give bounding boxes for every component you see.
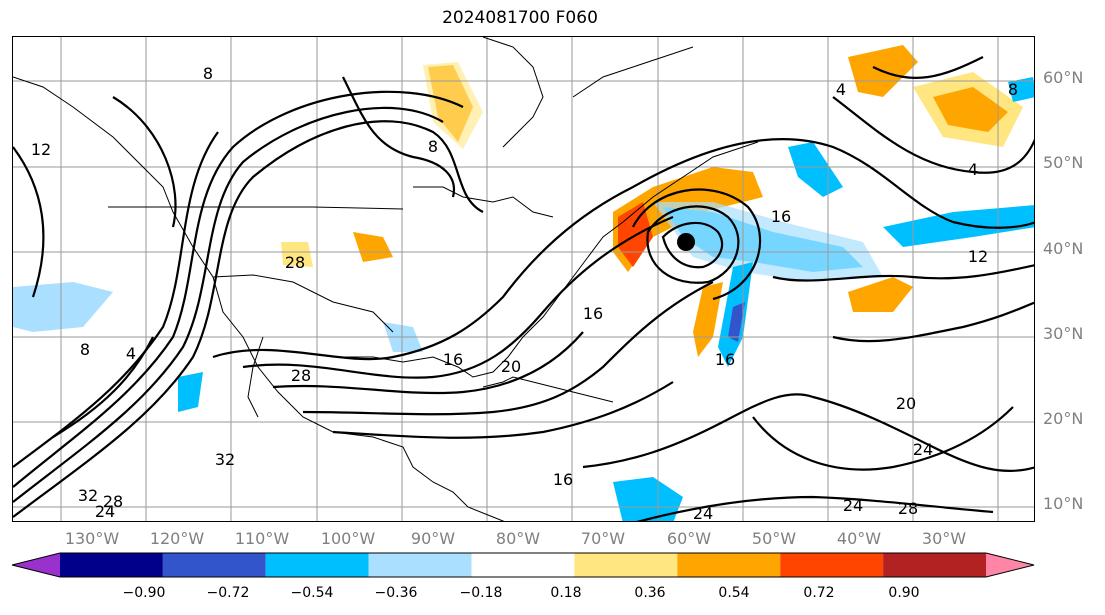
- colorbar-tick: 0.18: [550, 585, 581, 601]
- contour-label: 4: [836, 80, 846, 99]
- colorbar-tick: −0.90: [123, 585, 166, 601]
- shade-orange-plains: [353, 232, 393, 262]
- contour-label: 12: [31, 140, 51, 159]
- colorbar-segment: [472, 553, 575, 577]
- lon-label: 110°W: [235, 529, 289, 548]
- contour-label: 16: [583, 304, 603, 323]
- colorbar-segment: [986, 553, 1034, 577]
- colorbar-tick: 0.54: [718, 585, 749, 601]
- colorbar-tick: −0.36: [375, 585, 418, 601]
- lat-label: 20°N: [1043, 409, 1083, 428]
- colorbar-segment: [780, 553, 883, 577]
- lon-label: 120°W: [150, 529, 204, 548]
- contour-label: 32: [78, 486, 98, 505]
- shade-blue-pacific: [178, 372, 203, 412]
- lon-label: 80°W: [496, 529, 540, 548]
- contour-label: 8: [203, 64, 213, 83]
- colorbar-segment: [574, 553, 677, 577]
- map-canvas: 8 8 8 4 4 4 12 12 16 16 16 16 16 20 20 2…: [13, 37, 1035, 522]
- contour-label: 16: [443, 350, 463, 369]
- lon-label: 40°W: [837, 529, 881, 548]
- lat-label: 10°N: [1043, 494, 1083, 513]
- map-title: 2024081700 F060: [0, 8, 1040, 28]
- contour-label: 20: [896, 394, 916, 413]
- colorbar-tick: 0.90: [888, 585, 919, 601]
- colorbar-tick: 0.36: [634, 585, 665, 601]
- colorbar-segment: [883, 553, 986, 577]
- lon-label: 130°W: [65, 529, 119, 548]
- contour-label: 28: [898, 499, 918, 518]
- colorbar-segment: [369, 553, 472, 577]
- coastlines: [13, 37, 758, 522]
- contour-label: 16: [715, 350, 735, 369]
- colorbar-tick: −0.54: [291, 585, 334, 601]
- shade-lightblue-west: [13, 282, 113, 332]
- contour-label: 16: [771, 207, 791, 226]
- colorbar-tick: −0.18: [460, 585, 503, 601]
- shaded-fields: [13, 45, 1035, 522]
- lon-label: 50°W: [752, 529, 796, 548]
- contour-label: 24: [843, 496, 863, 515]
- storm-center-marker: [677, 233, 695, 251]
- colorbar-tick: 0.72: [803, 585, 834, 601]
- contour-label: 32: [215, 450, 235, 469]
- contour-label: 20: [501, 357, 521, 376]
- contour-label: 8: [428, 137, 438, 156]
- lat-label: 40°N: [1043, 239, 1083, 258]
- lon-label: 30°W: [922, 529, 966, 548]
- shade-orange-atlantic-mid: [848, 277, 913, 312]
- colorbar-tick: −0.72: [207, 585, 250, 601]
- contour-label: 16: [553, 470, 573, 489]
- lon-label: 60°W: [667, 529, 711, 548]
- contour-label: 28: [285, 253, 305, 272]
- contour-label: 24: [693, 504, 713, 522]
- map-panel: 8 8 8 4 4 4 12 12 16 16 16 16 16 20 20 2…: [12, 36, 1035, 522]
- contour-label: 8: [1008, 80, 1018, 99]
- colorbar-segment: [163, 553, 266, 577]
- lon-label: 100°W: [321, 529, 375, 548]
- lat-label: 30°N: [1043, 324, 1083, 343]
- colorbar-segment: [677, 553, 780, 577]
- colorbar: [10, 552, 1038, 578]
- contour-label: 24: [913, 440, 933, 459]
- lon-label: 70°W: [581, 529, 625, 548]
- contour-label: 28: [291, 366, 311, 385]
- contour-label: 28: [103, 492, 123, 511]
- graticule: [13, 37, 1035, 522]
- lat-label: 60°N: [1043, 68, 1083, 87]
- lon-label: 90°W: [411, 529, 455, 548]
- shade-blue-caribbean: [613, 477, 683, 522]
- contour-label: 8: [80, 340, 90, 359]
- colorbar-segment: [12, 553, 60, 577]
- colorbar-segment: [266, 553, 369, 577]
- contour-label: 12: [968, 247, 988, 266]
- contour-label: 4: [126, 344, 136, 363]
- contour-label: 4: [968, 160, 978, 179]
- shade-blue-atlantic-east: [883, 205, 1035, 247]
- lat-label: 50°N: [1043, 153, 1083, 172]
- shade-yellow-hudson: [423, 62, 483, 149]
- colorbar-segment: [60, 553, 163, 577]
- shade-blue-labrador: [788, 142, 843, 197]
